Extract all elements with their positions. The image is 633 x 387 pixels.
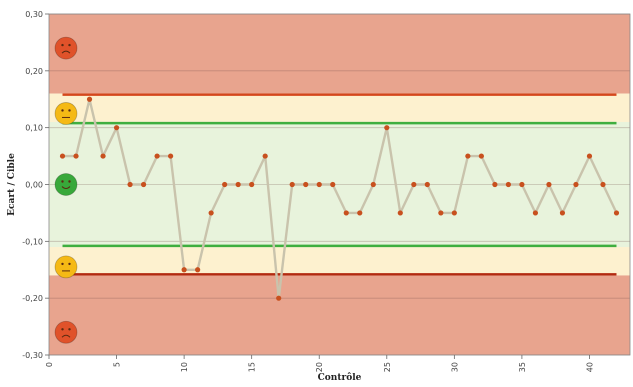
- y-axis-title: Ecart / Cible: [7, 153, 17, 216]
- data-point-28: [424, 181, 430, 188]
- data-series: [59, 96, 620, 301]
- reference-lines: [62, 93, 617, 276]
- data-point-34: [505, 181, 511, 188]
- x-tick-label-4: 20: [315, 362, 324, 372]
- data-point-37: [546, 181, 552, 188]
- sad-face-icon-eye-left: [61, 328, 64, 331]
- sad-face-icon-face: [54, 36, 78, 60]
- data-point-13: [222, 181, 228, 188]
- sad-face-icon-eye-right: [68, 43, 71, 47]
- sad-face-icon-mouth: [61, 334, 71, 338]
- y-tick-label-4: -0,10: [22, 237, 43, 246]
- data-point-26: [397, 210, 403, 216]
- status-icons: [54, 36, 78, 344]
- sad-face-icon-face: [54, 320, 78, 344]
- zone-band-bad-4: [49, 275, 630, 355]
- data-point-3: [86, 96, 93, 102]
- data-point-18: [289, 181, 295, 188]
- data-point-9: [168, 153, 174, 159]
- x-tick-label-6: 30: [450, 362, 459, 372]
- neutral-face-icon-face: [54, 255, 78, 279]
- zone-bands: [49, 14, 630, 355]
- y-tick-label-3: 0,00: [25, 181, 43, 190]
- happy-face-icon-face: [54, 173, 78, 196]
- zone-band-bad-0: [49, 14, 630, 94]
- x-axis-title: Contrôle: [318, 372, 362, 383]
- y-tick-label-1: 0,20: [25, 67, 43, 76]
- data-point-23: [357, 210, 363, 216]
- data-point-22: [343, 210, 349, 216]
- data-point-17: [276, 295, 282, 301]
- x-tick-label-3: 15: [248, 362, 257, 372]
- happy-face-icon-eye-right: [68, 180, 71, 183]
- data-point-11: [195, 267, 201, 273]
- neutral-face-icon-eye-left: [61, 262, 64, 266]
- data-point-12: [208, 210, 214, 216]
- data-point-32: [478, 153, 484, 159]
- neutral-face-icon-eye-right: [68, 109, 71, 112]
- data-point-39: [573, 181, 579, 188]
- y-tick-label-5: -0,20: [22, 294, 43, 303]
- data-point-35: [519, 181, 525, 188]
- data-point-2: [73, 153, 79, 159]
- happy-face-icon-mouth: [61, 186, 71, 189]
- x-tick-label-0: 0: [45, 362, 54, 367]
- neutral-face-icon: [54, 255, 78, 279]
- sad-face-icon-eye-right: [68, 328, 71, 331]
- data-point-8: [154, 153, 160, 159]
- zone-band-warning-3: [49, 247, 630, 276]
- data-point-6: [127, 181, 133, 188]
- data-point-24: [370, 181, 376, 188]
- data-point-27: [411, 181, 417, 188]
- neutral-face-icon-face: [54, 102, 78, 125]
- data-point-14: [235, 181, 241, 188]
- y-tick-label-2: 0,10: [25, 124, 43, 133]
- data-point-4: [100, 153, 106, 159]
- y-tick-label-6: -0,30: [22, 351, 43, 360]
- data-point-38: [559, 210, 566, 216]
- x-tick-label-2: 10: [180, 362, 189, 372]
- sad-face-icon: [54, 320, 78, 344]
- data-point-36: [532, 210, 539, 216]
- sad-face-icon: [54, 36, 78, 60]
- data-point-16: [262, 153, 268, 159]
- x-tick-label-5: 25: [383, 362, 392, 372]
- sad-face-icon-eye-left: [61, 43, 64, 47]
- series-line-0: [62, 98, 618, 300]
- data-point-21: [330, 181, 336, 188]
- data-point-40: [586, 153, 593, 159]
- data-point-5: [113, 125, 120, 131]
- neutral-face-icon: [54, 102, 78, 125]
- happy-face-icon-eye-left: [61, 180, 64, 183]
- neutral-face-icon-eye-right: [68, 262, 71, 266]
- x-tick-label-8: 40: [585, 362, 594, 372]
- data-point-30: [451, 210, 457, 216]
- data-point-19: [303, 181, 309, 188]
- data-point-29: [438, 210, 444, 216]
- y-tick-label-0: 0,30: [25, 10, 43, 19]
- zone-band-warning-1: [49, 93, 630, 122]
- data-point-25: [384, 125, 390, 131]
- data-point-7: [140, 181, 147, 188]
- data-point-10: [181, 267, 187, 273]
- data-point-42: [613, 210, 620, 216]
- data-point-1: [59, 153, 66, 159]
- neutral-face-icon-eye-left: [61, 109, 64, 112]
- happy-face-icon: [54, 173, 78, 196]
- data-point-15: [249, 181, 255, 188]
- data-point-41: [600, 181, 606, 188]
- data-point-31: [465, 153, 471, 159]
- x-tick-label-7: 35: [518, 362, 527, 372]
- x-tick-label-1: 5: [113, 362, 122, 367]
- data-point-20: [316, 181, 322, 188]
- sad-face-icon-mouth: [61, 50, 71, 54]
- data-point-33: [492, 181, 498, 188]
- axes: 0,30 0,20 0,10 0,00 -0,10 -0,20 -0,300 5 10 15 20 2…: [22, 10, 631, 372]
